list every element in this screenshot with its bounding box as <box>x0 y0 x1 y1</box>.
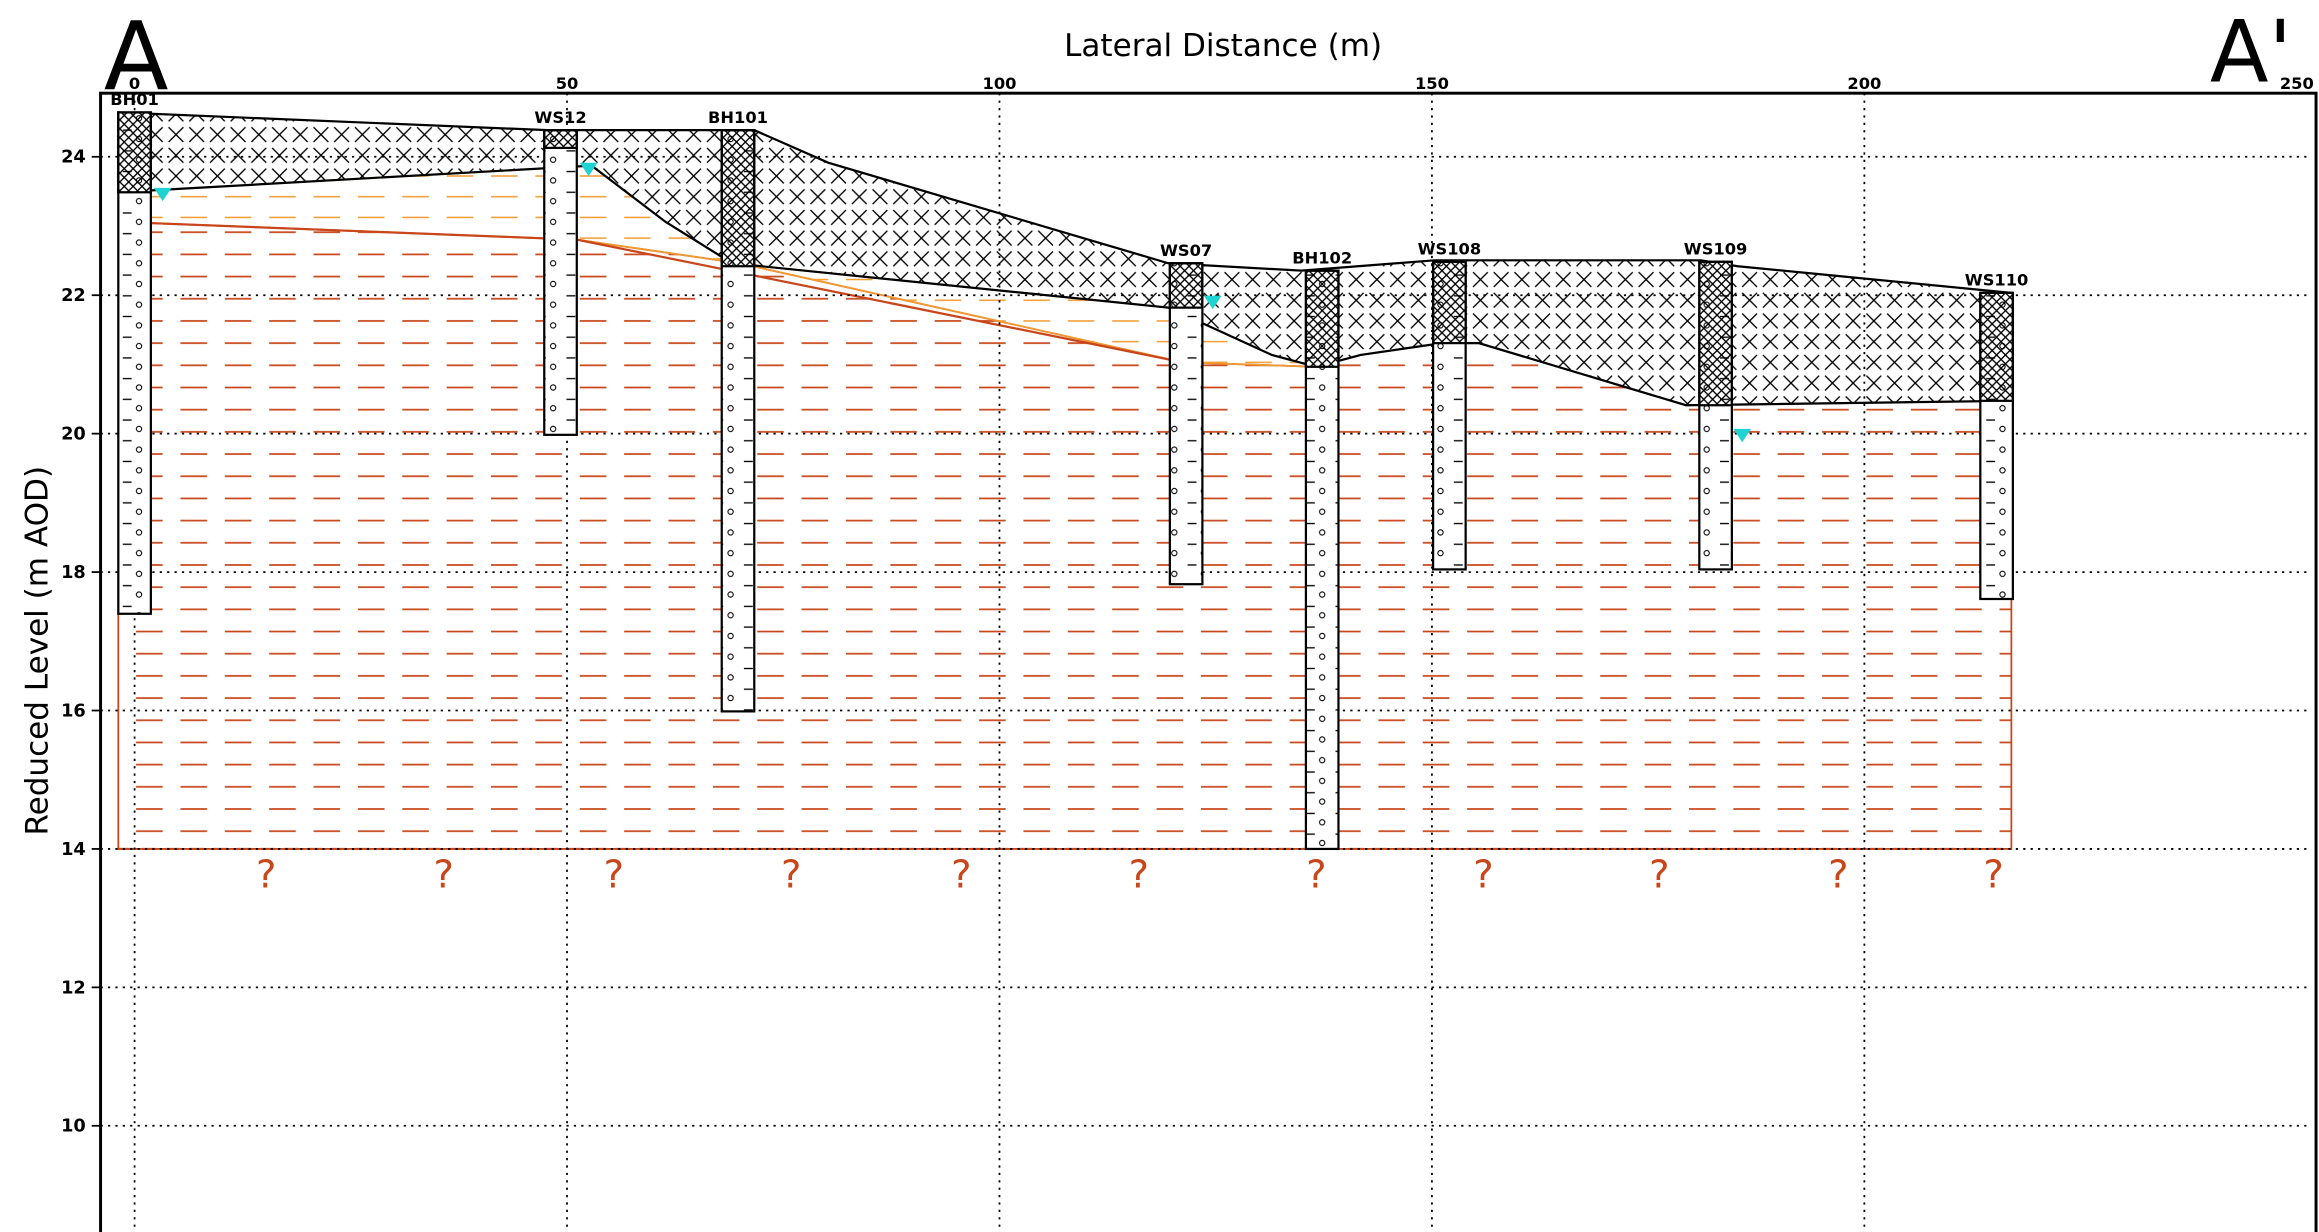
x-tick-label: 100 <box>983 74 1017 93</box>
y-tick-label: 20 <box>61 425 86 445</box>
x-tick-label: 50 <box>556 74 579 93</box>
unknown-marker: ? <box>433 852 453 897</box>
unknown-marker: ? <box>256 852 276 897</box>
y-tick-label: 24 <box>61 148 86 168</box>
borehole-made-ground <box>1433 262 1466 343</box>
borehole-label: WS07 <box>1160 241 1212 260</box>
borehole-made-ground <box>544 130 577 148</box>
y-tick-label: 12 <box>61 978 86 998</box>
borehole-log <box>1170 263 1203 584</box>
x-axis-title: Lateral Distance (m) <box>1064 28 1382 64</box>
borehole-label: BH101 <box>708 108 768 127</box>
borehole-made-ground <box>1980 293 2013 401</box>
y-axis-title: Reduced Level (m AOD) <box>19 466 55 836</box>
unknown-marker: ? <box>951 852 971 897</box>
unknown-marker: ? <box>1473 852 1493 897</box>
borehole-made-ground <box>1170 263 1203 307</box>
borehole-label: WS108 <box>1418 239 1482 258</box>
borehole-label: WS12 <box>534 108 586 127</box>
borehole-label: BH102 <box>1292 248 1352 267</box>
borehole-label: WS109 <box>1684 239 1748 258</box>
borehole-made-ground <box>1306 271 1339 367</box>
unknown-marker: ? <box>1306 852 1326 897</box>
borehole-label: WS110 <box>1965 270 2029 289</box>
y-tick-label: 22 <box>61 286 86 306</box>
unknown-marker: ? <box>1828 852 1848 897</box>
borehole-made-ground <box>722 130 755 266</box>
section-start: A <box>104 2 169 112</box>
unknown-marker: ? <box>1983 852 2003 897</box>
unknown-markers: ??????????? <box>256 852 2004 897</box>
section-end: A' <box>2210 2 2292 102</box>
cross-section: 0501001502002502422201816141210 BH01WS12… <box>0 0 2319 1232</box>
x-tick-label: 150 <box>1415 74 1449 93</box>
unknown-marker: ? <box>604 852 624 897</box>
y-tick-label: 14 <box>61 840 86 860</box>
borehole-made-ground <box>118 112 151 192</box>
borehole-log <box>544 130 577 435</box>
unknown-marker: ? <box>1649 852 1669 897</box>
page: 0501001502002502422201816141210 BH01WS12… <box>0 0 2319 1232</box>
y-tick-label: 18 <box>61 563 86 583</box>
unknown-marker: ? <box>781 852 801 897</box>
y-tick-label: 16 <box>61 701 86 721</box>
x-tick-label: 200 <box>1847 74 1881 93</box>
y-tick-label: 10 <box>61 1117 86 1137</box>
unknown-marker: ? <box>1129 852 1149 897</box>
borehole-made-ground <box>1699 262 1732 405</box>
